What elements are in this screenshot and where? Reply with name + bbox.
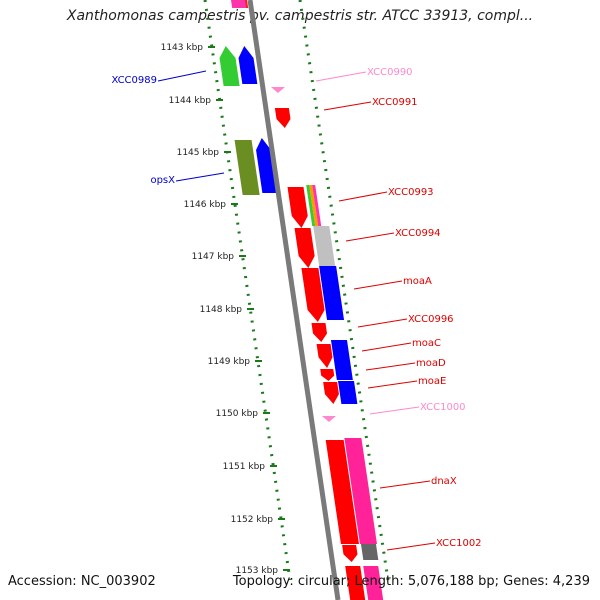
gene-label-moad[interactable]: moaD [416,358,446,369]
gene-label-xcc0990[interactable]: XCC0990 [367,67,413,78]
kbp-tick-label: 1143 kbp [161,43,204,53]
kbp-tick-label: 1152 kbp [231,515,274,525]
gene-label-xcc1000[interactable]: XCC1000 [420,402,466,413]
label-leader-line [345,232,395,242]
map-title: Xanthomonas campestris pv. campestris st… [66,8,534,24]
gene-stripe-green [306,185,316,226]
gene-block-xcc0989-green [219,46,240,86]
gene-block-top-pink [230,0,247,8]
label-leader-line [323,101,372,111]
gene-label-xcc1002[interactable]: XCC1002 [436,538,482,549]
gene-stripe-pink [312,185,322,226]
gene-label-moae[interactable]: moaE [418,376,446,387]
kbp-tick-label: 1153 kbp [236,566,279,576]
label-leader-line [353,280,403,290]
gene-block-moae-blue [338,381,358,404]
gene-label-xcc0996[interactable]: XCC0996 [408,314,454,325]
label-leader-line [357,318,408,328]
gene-labels: XCC0989 XCC0990 XCC0991 opsX XCC0993 XCC0994 m… [111,67,482,551]
gene-block-bottom-pink [363,566,384,600]
sequence-backbone [247,0,341,600]
gene-block-opsx-blue [256,138,278,193]
gene-block-xcc0990 [271,87,285,93]
gene-block-moaa-red [301,268,325,322]
gene-label-opsx[interactable]: opsX [150,175,175,186]
kbp-scale: 1143 kbp 1144 kbp 1145 kbp 1146 kbp 1147 kbp… [161,43,290,576]
kbp-tick-label: 1151 kbp [223,462,266,472]
label-leader-line [369,406,420,415]
label-leader-line [361,342,412,352]
gene-block-xcc0994-red [294,228,315,268]
gene-block-xcc0991 [274,108,291,128]
gene-track [219,0,384,600]
kbp-tick-label: 1144 kbp [169,96,212,106]
gene-block-xcc1000 [322,416,336,422]
gene-block-xcc0993-red [287,187,308,228]
gene-label-xcc0993[interactable]: XCC0993 [388,187,434,198]
gene-block-moac-blue [330,340,353,380]
label-leader-line [379,480,431,489]
gene-block-xcc1002-red [342,545,358,562]
label-leader-line [367,380,418,389]
gene-block-moad-red [320,369,335,381]
label-leader-line [315,71,367,82]
gene-label-moac[interactable]: moaC [412,338,441,349]
gene-label-xcc0994[interactable]: XCC0994 [395,228,441,239]
kbp-tick-label: 1148 kbp [200,305,243,315]
kbp-tick-label: 1150 kbp [216,409,259,419]
gene-block-moac-red [316,344,333,368]
gene-block-xcc0989-blue [238,46,258,84]
gene-label-xcc0989[interactable]: XCC0989 [111,75,157,86]
gene-block-moaa-blue [319,266,345,320]
kbp-tick-label: 1149 kbp [208,357,251,367]
gene-block-xcc0996 [311,323,328,342]
accession-text: Accession: NC_003902 [8,574,156,589]
kbp-tick-label: 1147 kbp [192,252,235,262]
gene-label-moaa[interactable]: moaA [403,276,432,287]
gene-block-xcc1002-grey [360,544,379,560]
label-leader-line [175,172,225,182]
label-leader-line [338,191,388,202]
kbp-tick-label: 1145 kbp [177,148,220,158]
label-leader-line [386,542,436,551]
kbp-tick-label: 1146 kbp [184,200,227,210]
gene-label-xcc0991[interactable]: XCC0991 [372,97,418,108]
gene-stripe-orange [309,185,319,226]
gene-block-xcc0994-grey [313,226,336,266]
gene-label-dnax[interactable]: dnaX [431,476,457,487]
gene-block-dnax-pink [344,438,377,544]
label-leader-line [157,70,207,82]
topology-text: Topology: circular; Length: 5,076,188 bp… [232,574,590,589]
gene-block-bottom-red [345,566,366,600]
gene-block-moae-red [323,382,339,404]
gene-block-dnax-red [325,440,359,544]
label-leader-line [365,362,416,371]
gene-block-opsx-olive [234,140,260,195]
